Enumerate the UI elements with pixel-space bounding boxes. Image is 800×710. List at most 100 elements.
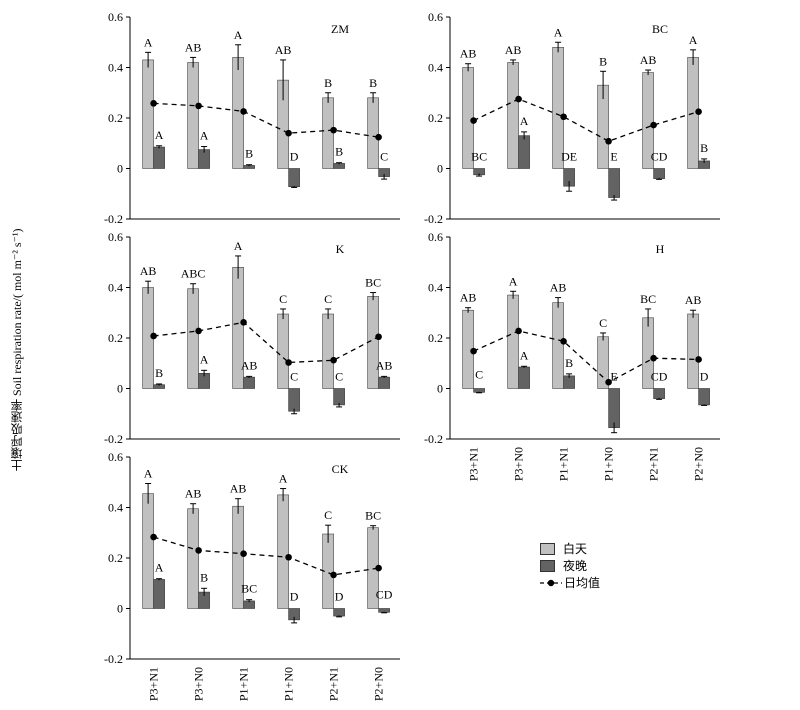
significance-label-night: C — [290, 370, 298, 384]
y-tick-label: 0 — [437, 382, 443, 396]
significance-label-day: A — [509, 274, 518, 288]
mean-point — [240, 550, 247, 558]
x-tick-label: P3+N0 — [192, 667, 206, 701]
y-tick-label: 0.4 — [108, 501, 123, 515]
bar-day — [187, 508, 199, 609]
significance-label-night: C — [335, 370, 343, 384]
bar-day — [277, 313, 289, 389]
mean-point — [605, 378, 612, 386]
panel-title: H — [656, 242, 665, 256]
significance-label-night: AB — [241, 358, 258, 372]
mean-point — [470, 347, 477, 355]
mean-point — [560, 337, 567, 345]
y-tick-label: 0.4 — [428, 61, 443, 75]
bar-night — [608, 388, 620, 428]
significance-label-day: A — [144, 35, 153, 49]
significance-label-day: C — [324, 508, 332, 522]
mean-point — [150, 533, 157, 541]
significance-label-night: D — [290, 150, 299, 164]
significance-label-night: DE — [561, 150, 577, 164]
significance-label-day: A — [689, 33, 698, 47]
legend-label-night: 夜晚 — [563, 559, 588, 573]
y-tick-label: -0.2 — [104, 652, 123, 666]
significance-label-day: BC — [365, 276, 381, 290]
mean-point — [330, 356, 337, 364]
x-tick-label: P1+N0 — [282, 667, 296, 701]
legend-label-day: 白天 — [563, 542, 588, 556]
significance-label-day: A — [279, 472, 288, 486]
legend-line-mean — [540, 579, 562, 586]
x-tick-label: P1+N0 — [602, 447, 616, 481]
panel-title: BC — [652, 22, 668, 36]
bar-night — [653, 388, 665, 399]
mean-line — [153, 321, 379, 364]
bar-night — [473, 388, 485, 393]
legend-item-day: 白天 — [540, 540, 600, 557]
significance-label-night: C — [475, 367, 483, 381]
mean-point — [650, 121, 657, 129]
y-tick-label: 0.4 — [108, 281, 123, 295]
mean-point — [330, 126, 337, 134]
bar-day — [187, 288, 199, 389]
y-tick-label: 0.6 — [428, 10, 443, 24]
y-tick-label: 0.2 — [108, 111, 123, 125]
significance-label-day: AB — [185, 40, 202, 54]
significance-label-night: CD — [651, 150, 668, 164]
mean-point — [240, 108, 247, 115]
bar-day — [322, 97, 334, 169]
mean-point — [375, 133, 382, 141]
significance-label-day: ABC — [181, 267, 206, 281]
y-tick-label: 0 — [437, 162, 443, 176]
significance-label-day: C — [324, 292, 332, 306]
significance-label-day: AB — [460, 47, 477, 61]
significance-label-night: A — [520, 114, 529, 128]
mean-point — [195, 102, 202, 110]
mean-point — [695, 108, 702, 115]
y-tick-label: 0.2 — [108, 551, 123, 565]
significance-label-day: BC — [365, 509, 381, 523]
panel-h: -0.2 0 0.2 0.4 0.6 H AB C P3+N1 A A P3+N0 AB B P1+N1 C E… — [424, 230, 720, 481]
significance-label-day: AB — [640, 53, 657, 67]
panel-title: K — [336, 242, 345, 256]
legend-swatch-night — [540, 559, 555, 572]
x-tick-label: P1+N1 — [557, 447, 571, 481]
mean-line — [153, 102, 379, 138]
y-tick-label: 0.6 — [108, 230, 123, 244]
bar-night — [243, 376, 255, 389]
y-tick-label: 0.2 — [428, 111, 443, 125]
legend-item-night: 夜晚 — [540, 557, 600, 574]
mean-point — [195, 547, 202, 554]
significance-label-day: B — [324, 76, 332, 90]
significance-label-night: B — [245, 147, 253, 161]
significance-label-day: AB — [185, 487, 202, 501]
y-tick-label: 0.4 — [108, 61, 123, 75]
significance-label-night: B — [700, 141, 708, 155]
mean-point — [195, 327, 202, 335]
bar-night — [153, 146, 165, 169]
bar-night — [153, 579, 165, 609]
bar-day — [187, 62, 199, 169]
y-tick-label: 0 — [117, 382, 123, 396]
significance-label-night: D — [290, 590, 299, 604]
y-tick-label: 0 — [117, 162, 123, 176]
panel-ck: -0.2 0 0.2 0.4 0.6 CK A A P3+N1 AB B P3+N0 AB BC P1+N1… — [104, 450, 400, 701]
significance-label-day: AB — [460, 291, 477, 305]
significance-label-day: B — [369, 76, 377, 90]
mean-point — [285, 129, 292, 137]
bar-night — [288, 168, 300, 187]
y-tick-label: -0.2 — [104, 212, 123, 226]
bar-night — [698, 388, 710, 406]
significance-label-night: CD — [651, 370, 668, 384]
significance-label-night: E — [610, 150, 617, 164]
x-tick-label: P2+N0 — [372, 667, 386, 701]
x-tick-label: P2+N1 — [647, 447, 661, 481]
significance-label-night: B — [200, 570, 208, 584]
x-tick-label: P1+N1 — [237, 667, 251, 701]
x-tick-label: P3+N1 — [467, 447, 481, 481]
y-tick-label: 0.6 — [108, 450, 123, 464]
mean-point — [470, 117, 477, 124]
significance-label-day: A — [554, 25, 563, 39]
y-tick-label: 0 — [117, 602, 123, 616]
